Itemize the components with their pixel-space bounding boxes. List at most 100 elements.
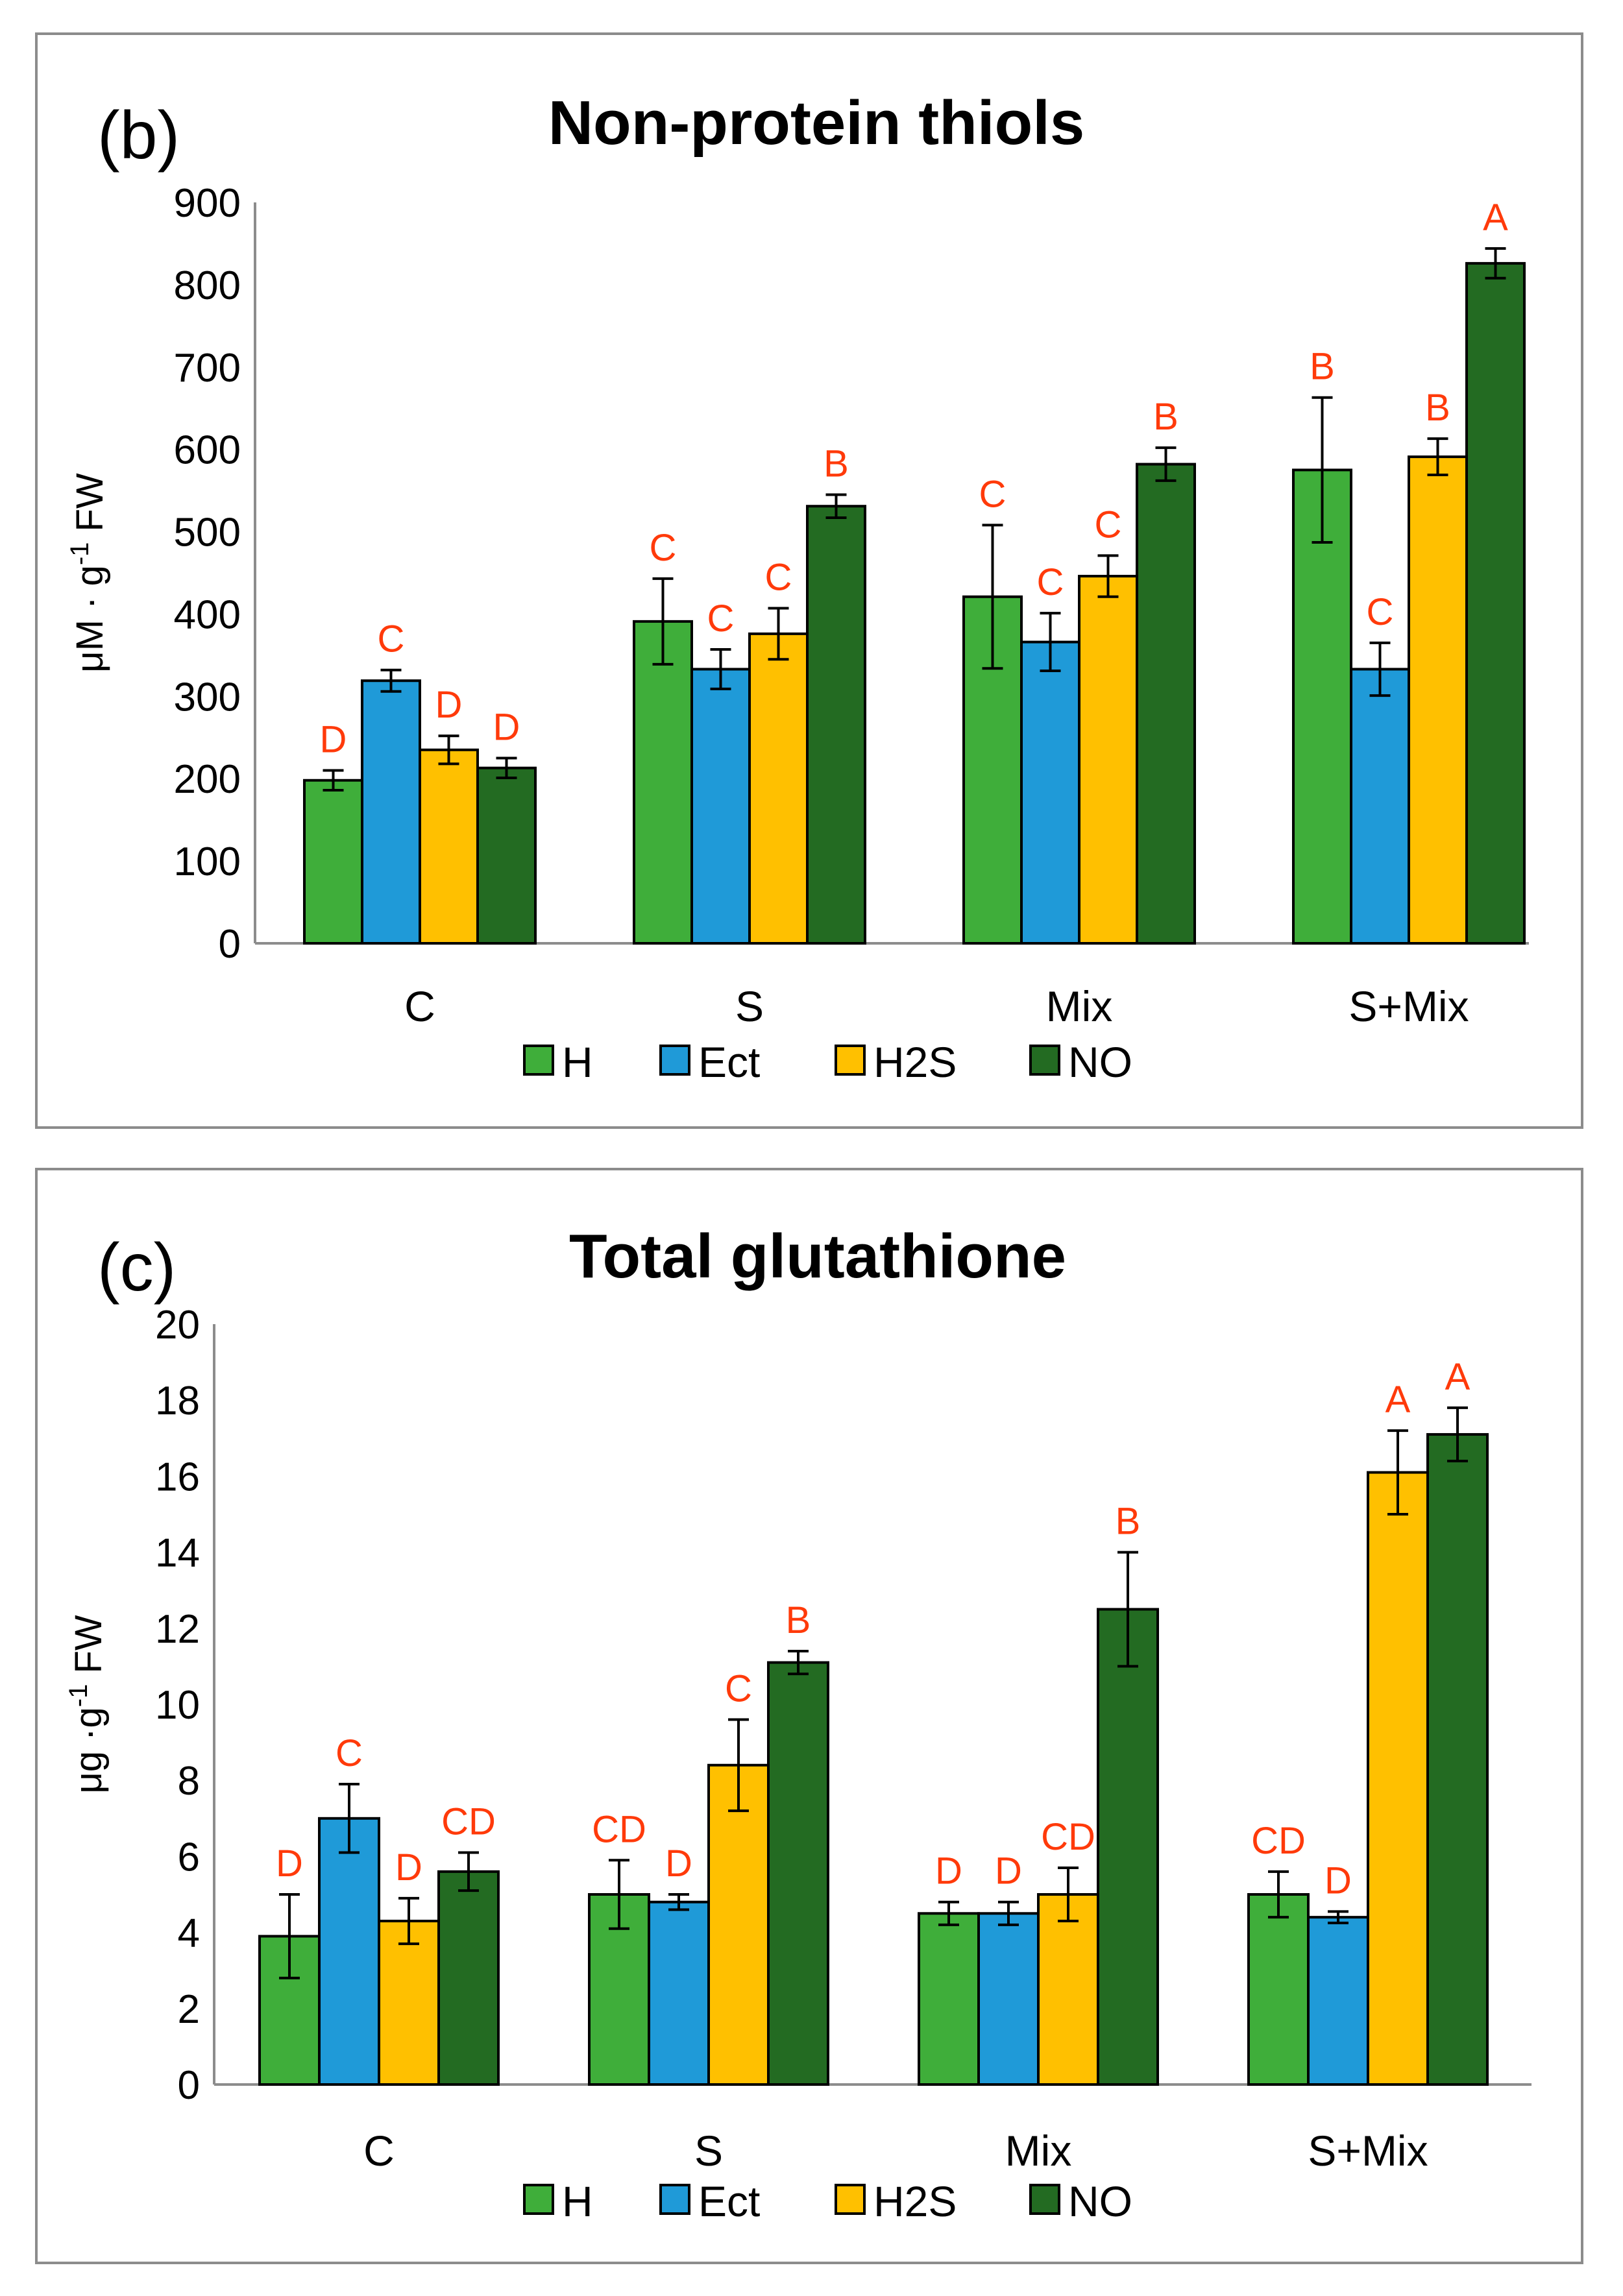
legend-label: H — [562, 1038, 593, 1086]
bar-b-no-1 — [806, 505, 866, 945]
y-tick-label: 600 — [174, 428, 241, 473]
y-tick-label: 18 — [155, 1379, 200, 1423]
y-tick-label: 700 — [174, 346, 241, 391]
x-category-label: C — [363, 2127, 395, 2175]
chart-svg-c: (c) Total glutathione μg ·g-1 FW 0 2 4 6 8 10 12 1… — [64, 1222, 1531, 2225]
bar-b-h-0 — [303, 779, 363, 945]
y-tick-label: 800 — [174, 263, 241, 308]
bar-c-no-3 — [1426, 1432, 1489, 2086]
bar-c-ect-0 — [318, 1817, 380, 2086]
x-category-label: S — [694, 2127, 723, 2175]
significance-letter: D — [395, 1846, 422, 1889]
legend-swatch-no — [1029, 1045, 1060, 1076]
y-tick-label: 2 — [178, 1987, 200, 2032]
significance-letter: B — [1153, 396, 1178, 438]
bar-b-no-2 — [1136, 463, 1196, 945]
legend-swatch-no — [1029, 2184, 1060, 2215]
bar-c-no-2 — [1097, 1608, 1159, 2086]
significance-letter: C — [378, 618, 405, 660]
significance-letter: D — [435, 684, 463, 726]
significance-letter: D — [665, 1843, 692, 1885]
bar-c-h2s-2 — [1037, 1893, 1099, 2086]
bar-b-h-1 — [633, 620, 693, 945]
y-axis-label: μg ·g-1 FW — [64, 1615, 110, 1793]
bar-c-h-2 — [918, 1912, 980, 2086]
legend-label: NO — [1068, 2177, 1132, 2225]
x-category-label: Mix — [1005, 2127, 1072, 2175]
y-tick-label: 100 — [174, 840, 241, 884]
y-axis-label-suffix: FW — [67, 1615, 110, 1684]
bar-b-ect-2 — [1020, 640, 1080, 945]
significance-letter: B — [824, 442, 849, 485]
bar-b-ect-0 — [361, 679, 421, 945]
legend-swatch-h — [523, 1045, 554, 1076]
significance-letter: D — [995, 1850, 1022, 1892]
y-tick-label: 6 — [178, 1835, 200, 1879]
significance-letter: D — [1324, 1859, 1352, 1902]
significance-letter: C — [1367, 591, 1394, 633]
x-category-label: Mix — [1046, 982, 1113, 1030]
significance-letter: D — [493, 707, 520, 749]
y-tick-label: 4 — [178, 1911, 200, 1956]
bar-b-ect-3 — [1350, 668, 1410, 945]
y-tick-label: 20 — [155, 1303, 200, 1347]
legend-swatch-ect — [659, 2184, 690, 2215]
chart-title: Total glutathione — [569, 1222, 1066, 1291]
significance-letter: C — [650, 527, 677, 569]
y-axis-label-main: μM · g — [69, 565, 111, 673]
significance-letter: D — [320, 719, 347, 761]
significance-letter: D — [935, 1850, 962, 1892]
bar-c-ect-2 — [977, 1912, 1040, 2086]
bar-b-no-3 — [1465, 261, 1526, 945]
legend-label: NO — [1068, 1038, 1132, 1086]
legend-label: Ect — [698, 2177, 760, 2225]
significance-letter: C — [336, 1732, 363, 1774]
significance-letter: C — [1037, 561, 1064, 603]
y-tick-label: 300 — [174, 675, 241, 719]
significance-letter: CD — [1041, 1816, 1095, 1858]
bar-c-h-3 — [1247, 1893, 1310, 2086]
legend-swatch-h — [523, 2184, 554, 2215]
chart-panel-non-protein-thiols: (b) Non-protein thiols μM · g-1 FW 0 100 200 3… — [35, 32, 1583, 1129]
y-tick-label: 14 — [155, 1531, 200, 1576]
significance-letter: C — [725, 1667, 752, 1710]
bar-b-h2s-1 — [748, 632, 809, 945]
bar-c-ect-1 — [648, 1900, 710, 2086]
x-category-label: S+Mix — [1348, 982, 1469, 1030]
bar-b-no-0 — [476, 766, 537, 945]
y-tick-label: 16 — [155, 1455, 200, 1499]
bar-b-h2s-3 — [1408, 455, 1468, 945]
y-tick-label: 200 — [174, 757, 241, 802]
legend-label: H2S — [873, 2177, 957, 2225]
significance-letter: A — [1445, 1356, 1470, 1398]
y-axis-label-sup: -1 — [64, 1684, 93, 1708]
bar-c-no-0 — [437, 1870, 500, 2086]
y-tick-label: 8 — [178, 1759, 200, 1804]
y-axis-label-sup: -1 — [66, 542, 94, 566]
significance-letter: CD — [592, 1808, 646, 1850]
bar-b-h2s-2 — [1078, 575, 1138, 945]
significance-letter: D — [276, 1843, 303, 1885]
x-category-label: C — [404, 982, 435, 1030]
y-tick-label: 500 — [174, 511, 241, 555]
significance-letter: B — [786, 1599, 811, 1641]
bar-b-ect-1 — [690, 668, 751, 945]
significance-letter: CD — [1251, 1820, 1306, 1862]
y-axis-label: μM · g-1 FW — [66, 473, 111, 673]
significance-letter: B — [1116, 1501, 1141, 1543]
significance-letter: C — [765, 557, 792, 599]
chart-panel-total-glutathione: (c) Total glutathione μg ·g-1 FW 0 2 4 6 8 10 12 1… — [35, 1168, 1583, 2264]
y-tick-label: 10 — [155, 1683, 200, 1728]
y-axis-label-suffix: FW — [69, 473, 111, 542]
legend-label: H2S — [873, 1038, 957, 1086]
significance-letter: B — [1425, 387, 1450, 429]
x-category-label: S+Mix — [1308, 2127, 1428, 2175]
legend-swatch-ect — [659, 1045, 690, 1076]
significance-letter: A — [1385, 1379, 1411, 1421]
significance-letter: C — [707, 598, 735, 640]
bar-c-h2s-0 — [378, 1920, 440, 2086]
significance-letter: C — [1095, 503, 1122, 546]
bar-c-h2s-1 — [707, 1763, 770, 2086]
significance-letter: A — [1483, 197, 1508, 239]
significance-letter: C — [979, 473, 1007, 515]
